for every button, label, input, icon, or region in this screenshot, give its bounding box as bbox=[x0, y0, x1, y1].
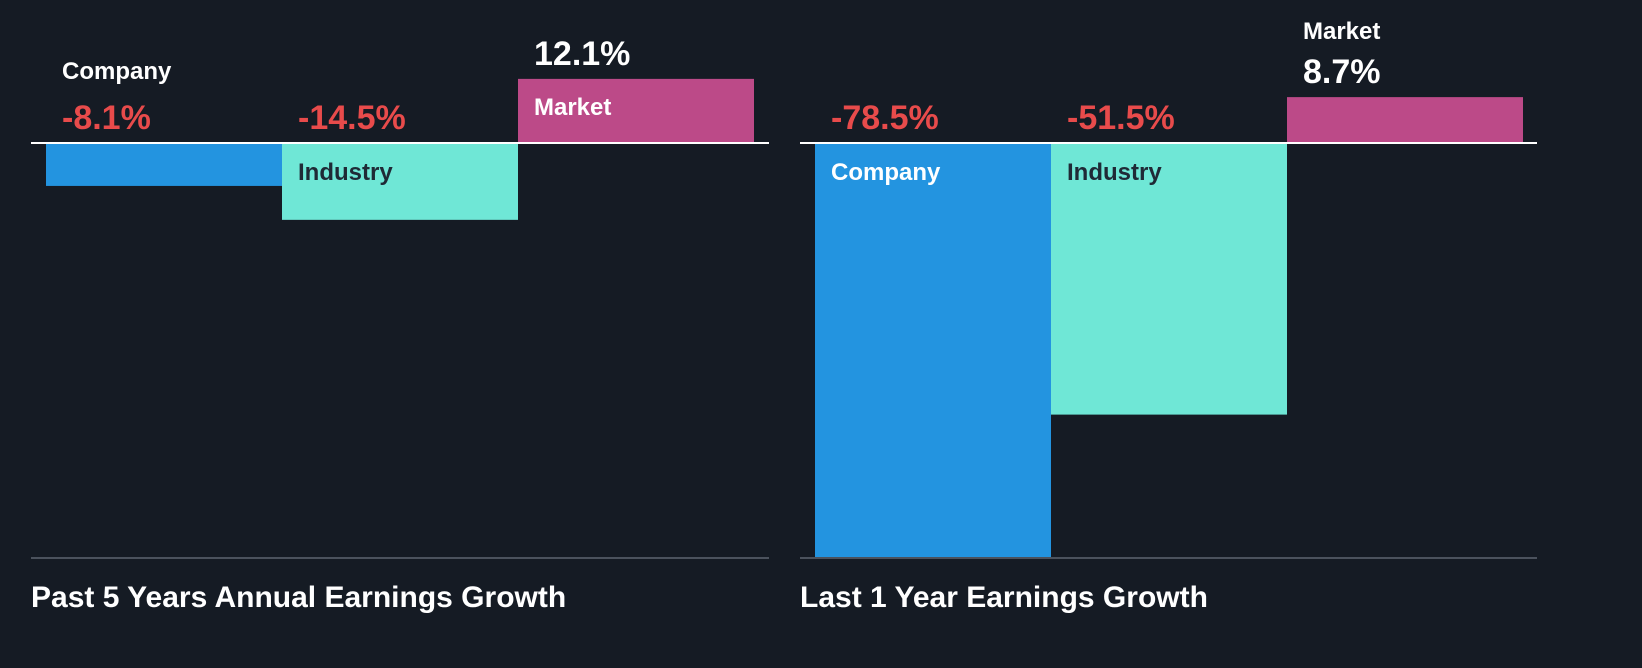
bar-market-last-1-year bbox=[1287, 97, 1523, 143]
category-label-market-last-1-year: Market bbox=[1303, 18, 1380, 45]
bar-company-past-5-years bbox=[46, 143, 282, 186]
bar-company-last-1-year bbox=[815, 143, 1051, 557]
bar-industry-last-1-year bbox=[1051, 143, 1287, 415]
bar-industry-past-5-years bbox=[282, 143, 518, 220]
value-label-company-last-1-year: -78.5% bbox=[831, 99, 939, 137]
value-label-market-past-5-years: 12.1% bbox=[534, 35, 630, 73]
value-label-market-last-1-year: 8.7% bbox=[1303, 53, 1381, 91]
category-label-industry-past-5-years: Industry bbox=[298, 159, 393, 186]
chart-title-past-5-years: Past 5 Years Annual Earnings Growth bbox=[31, 581, 566, 614]
panel-past-5-years: Company -8.1% Industry -14.5% Market 12.1% Pas… bbox=[31, 35, 769, 614]
value-label-company-past-5-years: -8.1% bbox=[62, 99, 151, 137]
panel-last-1-year: Company -78.5% Industry -51.5% Market 8.7% Las… bbox=[800, 18, 1537, 614]
category-label-market-past-5-years: Market bbox=[534, 94, 611, 121]
category-label-company-last-1-year: Company bbox=[831, 159, 941, 186]
category-label-industry-last-1-year: Industry bbox=[1067, 159, 1162, 186]
value-label-industry-last-1-year: -51.5% bbox=[1067, 99, 1175, 137]
bar-market-past-5-years bbox=[518, 78, 754, 143]
chart-title-last-1-year: Last 1 Year Earnings Growth bbox=[800, 581, 1208, 614]
category-label-company-past-5-years: Company bbox=[62, 58, 172, 85]
value-label-industry-past-5-years: -14.5% bbox=[298, 99, 406, 137]
